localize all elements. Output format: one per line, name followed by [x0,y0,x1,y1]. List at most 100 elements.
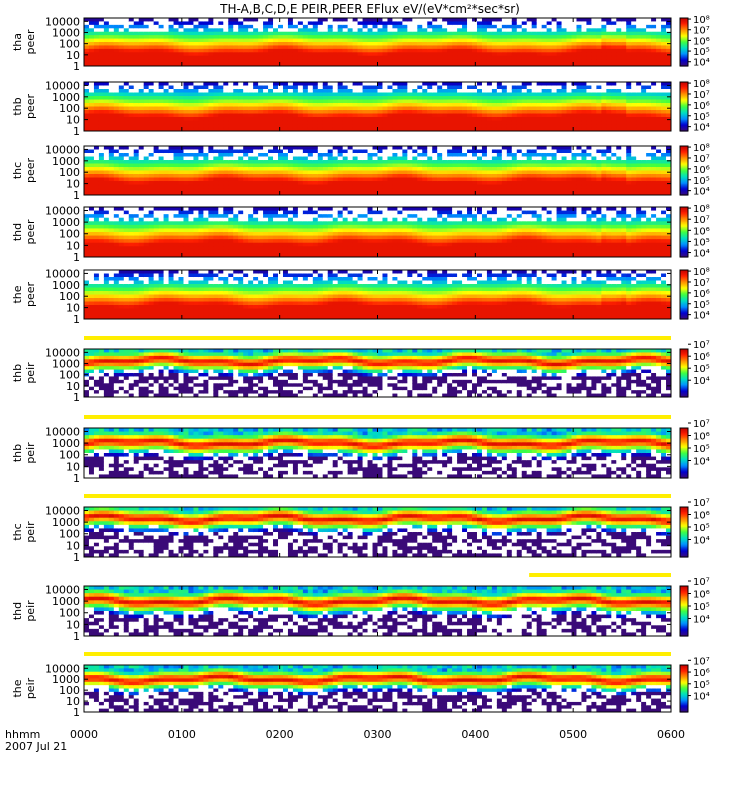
y-tick-label: 10 [66,618,80,631]
colorbar-tick-label: 10⁴ [693,249,710,260]
spectrogram-image [84,428,671,478]
colorbar-tick-label: 10⁵ [693,680,710,691]
data-flag-bar [84,494,671,498]
spectrogram-image [84,207,671,257]
colorbar-tick-label: 10⁷ [693,154,710,165]
data-flag-bar [84,336,671,340]
colorbar-tick-label: 10⁴ [693,311,710,322]
panel-species-label: peir [24,442,37,464]
colorbar-tick-label: 10⁴ [693,58,710,69]
colorbar-tick-label: 10⁵ [693,444,710,455]
panel-probe-label: tha [11,33,24,51]
y-tick-label: 100 [59,38,80,51]
y-tick-label: 10 [66,178,80,191]
colorbar-tick-label: 10⁶ [693,165,710,176]
y-tick-label: 1000 [52,279,80,292]
x-tick-label: 0000 [70,728,98,741]
y-tick-label: 10 [66,460,80,473]
colorbar-tick-label: 10⁷ [693,340,710,351]
panel-probe-label: the [11,285,24,303]
panel-probe-label: the [11,679,24,697]
x-tick-label: 0100 [168,728,196,741]
y-tick-label: 10 [66,49,80,62]
y-tick-label: 1 [73,251,80,264]
panel-probe-label: thc [11,523,24,540]
colorbar-frame [679,17,689,67]
colorbar-tick-label: 10⁸ [693,79,710,90]
panel-probe-label: thb [11,97,24,115]
y-tick-label: 1000 [52,595,80,608]
panel-species-label: peer [24,29,37,55]
y-tick-label: 1000 [52,437,80,450]
colorbar-tick-label: 10⁶ [693,352,710,363]
panel-species-label: peir [24,600,37,622]
panel-probe-label: thc [11,162,24,179]
colorbar-tick-label: 10⁸ [693,15,710,26]
panel-probe-label: thd [11,223,24,241]
data-flag-bar [84,415,671,419]
spectrogram-image [84,270,671,319]
y-tick-label: 1000 [52,358,80,371]
y-tick-label: 10 [66,239,80,252]
colorbar-tick-label: 10⁷ [693,26,710,37]
y-tick-label: 100 [59,449,80,462]
panel-probe-label: thb [11,364,24,382]
y-tick-label: 1000 [52,216,80,229]
y-tick-label: 1000 [52,155,80,168]
y-tick-label: 1000 [52,516,80,529]
y-tick-label: 100 [59,369,80,382]
colorbar-tick-label: 10⁸ [693,204,710,215]
panel-species-label: peer [24,282,37,308]
y-tick-label: 1 [73,125,80,138]
spectrogram-image [84,586,671,636]
colorbar-frame [679,206,689,258]
y-tick-label: 100 [59,102,80,115]
y-tick-label: 1 [73,313,80,326]
spectrogram-image [84,349,671,397]
y-tick-label: 100 [59,607,80,620]
colorbar-tick-label: 10⁵ [693,602,710,613]
y-tick-label: 10000 [45,143,80,156]
y-tick-label: 10000 [45,15,80,28]
x-tick-label: 0400 [461,728,489,741]
y-tick-label: 10000 [45,504,80,517]
y-tick-label: 10000 [45,267,80,280]
colorbar-tick-label: 10⁶ [693,101,710,112]
y-tick-label: 1 [73,472,80,485]
y-tick-label: 100 [59,684,80,697]
colorbar-tick-label: 10⁴ [693,123,710,134]
colorbar-tick-label: 10⁵ [693,523,710,534]
colorbar-frame [679,427,689,479]
y-tick-label: 10 [66,114,80,127]
y-tick-label: 1 [73,706,80,719]
colorbar-tick-label: 10⁴ [693,692,710,703]
data-flag-bar [84,652,671,656]
colorbar-tick-label: 10⁶ [693,36,710,47]
colorbar-frame [679,506,689,558]
data-flag-bar [529,573,671,577]
colorbar-tick-label: 10⁶ [693,511,710,522]
date-label: 2007 Jul 21 [5,740,67,753]
x-tick-label: 0200 [266,728,294,741]
colorbar-tick-label: 10⁸ [693,143,710,154]
x-tick-label: 0300 [364,728,392,741]
colorbar-tick-label: 10⁵ [693,47,710,58]
y-tick-label: 100 [59,228,80,241]
colorbar-tick-label: 10⁷ [693,419,710,430]
time-axis-label: hhmm [5,728,40,741]
